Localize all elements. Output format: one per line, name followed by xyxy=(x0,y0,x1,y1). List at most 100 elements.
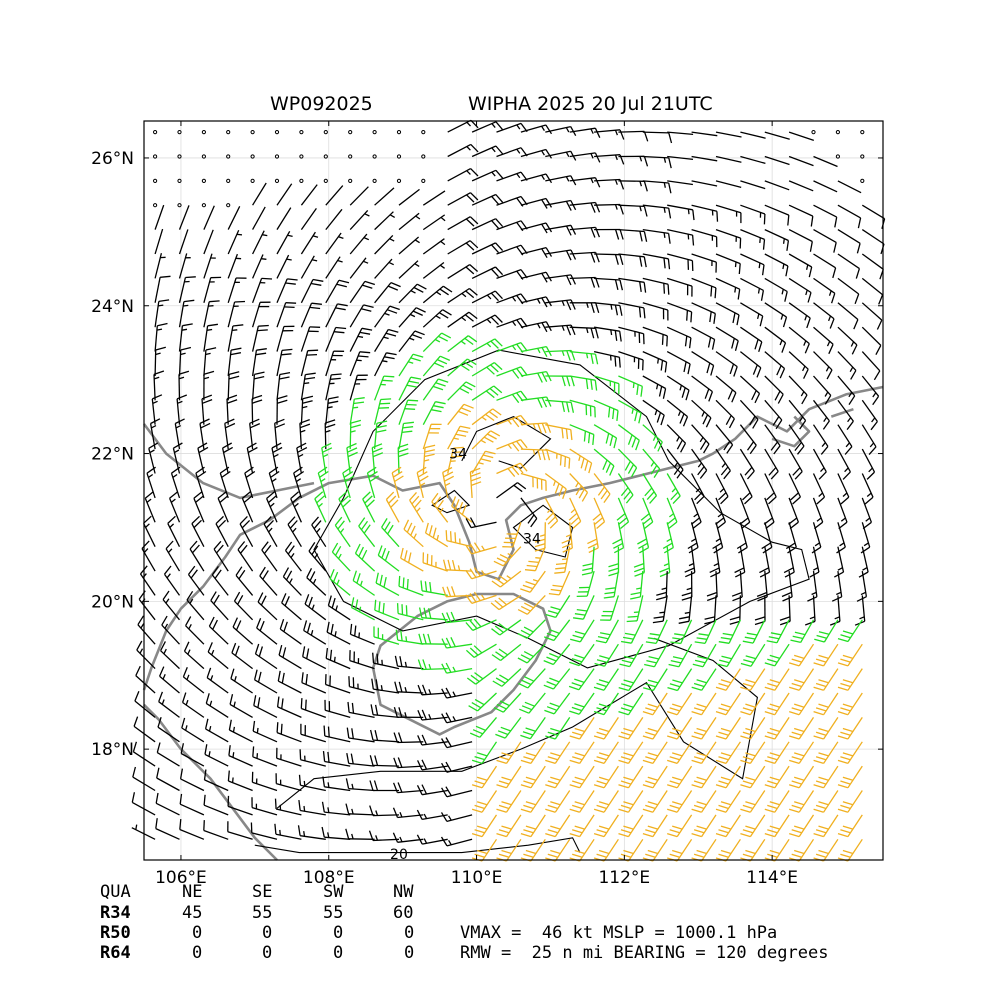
wind-barb-feather xyxy=(642,517,652,525)
wind-barb-feather xyxy=(842,776,854,781)
wind-barb-feather xyxy=(566,300,572,311)
wind-barb-feather xyxy=(380,398,392,401)
wind-barb-feather xyxy=(327,406,333,409)
wind-barb-feather xyxy=(782,596,793,602)
wind-barb-feather xyxy=(465,649,475,658)
wind-barb-feather xyxy=(561,375,566,387)
wind-barb-feather xyxy=(786,240,790,251)
wind-barb-staff xyxy=(837,204,861,219)
wind-barb-feather xyxy=(815,731,827,736)
wind-barb-feather xyxy=(520,390,528,400)
wind-barb-feather xyxy=(618,759,629,765)
wind-barb-feather xyxy=(713,313,716,324)
wind-barb-feather xyxy=(366,499,375,508)
wind-barb-feather xyxy=(679,413,685,424)
wind-barb-feather xyxy=(467,335,478,343)
wind-barb-feather xyxy=(571,682,582,687)
wind-barb-staff xyxy=(154,204,165,230)
wind-barb-feather xyxy=(520,366,528,376)
wind-barb-feather xyxy=(558,486,564,497)
wind-barb-feather xyxy=(815,804,827,810)
wind-barb-feather xyxy=(347,447,358,453)
wind-barb-feather xyxy=(816,517,822,522)
wind-barb-feather xyxy=(485,413,495,422)
wind-barb-feather xyxy=(605,587,616,590)
wind-barb-feather xyxy=(490,602,500,611)
wind-barb-feather xyxy=(578,455,581,461)
wind-barb-feather xyxy=(380,685,383,691)
calm-marker xyxy=(396,178,402,183)
wind-barb-feather xyxy=(200,422,211,429)
wind-barb-staff xyxy=(227,831,253,840)
wind-barb-feather xyxy=(754,339,759,350)
wind-barb-feather xyxy=(667,759,678,765)
wind-barb-feather xyxy=(169,491,179,499)
wind-barb-feather xyxy=(254,371,265,376)
wind-barb-feather xyxy=(545,759,556,765)
wind-barb-feather xyxy=(352,570,358,581)
wind-barb-feather xyxy=(285,302,297,304)
wind-barb-feather xyxy=(858,571,869,578)
wind-barb-feather xyxy=(321,442,332,449)
wind-barb-staff xyxy=(496,390,522,401)
wind-barb-feather xyxy=(616,410,619,421)
wind-barb-feather xyxy=(363,237,370,241)
wind-barb-feather xyxy=(492,408,502,416)
wind-barb-feather xyxy=(187,565,196,575)
wind-barb-feather xyxy=(549,652,560,659)
wind-barb-staff xyxy=(232,626,254,645)
wind-barb-feather xyxy=(707,337,712,348)
wind-barb-feather xyxy=(620,487,629,497)
wind-barb-feather xyxy=(211,649,215,656)
wind-barb-feather xyxy=(575,485,582,496)
wind-barb-feather xyxy=(493,362,503,371)
wind-barb-feather xyxy=(303,382,310,385)
wind-barb-staff xyxy=(823,692,839,716)
wind-barb-feather xyxy=(814,638,825,643)
wind-barb-feather xyxy=(239,544,248,554)
wind-barb-feather xyxy=(375,835,379,841)
calm-marker xyxy=(396,130,402,135)
wind-barb-feather xyxy=(214,569,222,579)
wind-barb-feather xyxy=(299,418,310,424)
wind-barb-feather xyxy=(492,680,503,687)
wind-barb-feather xyxy=(562,488,567,500)
wind-barb-feather xyxy=(645,780,656,785)
wind-barb-feather xyxy=(623,776,634,781)
wind-barb-feather xyxy=(131,792,136,803)
radii-value: 45 xyxy=(182,903,203,923)
wind-barb-feather xyxy=(399,836,403,843)
wind-barb-feather xyxy=(590,327,595,339)
wind-barb-feather xyxy=(693,853,705,858)
wind-barb-feather xyxy=(177,400,183,404)
wind-barb-feather xyxy=(511,296,517,302)
wind-barb-feather xyxy=(345,803,350,814)
wind-barb-feather xyxy=(718,756,729,761)
wind-barb-feather xyxy=(669,731,680,736)
wind-barb-staff xyxy=(813,155,838,168)
wind-barb-staff xyxy=(134,700,156,718)
wind-barb-feather xyxy=(523,804,534,810)
wind-barb-staff xyxy=(652,765,668,789)
wind-barb-feather xyxy=(620,804,632,810)
wind-barb-feather xyxy=(449,531,452,542)
wind-barb-feather xyxy=(652,435,657,441)
wind-barb-feather xyxy=(302,395,314,400)
wind-barb-feather xyxy=(677,410,682,417)
wind-barb-feather xyxy=(614,129,619,136)
wind-barb-feather xyxy=(285,282,296,285)
wind-barb-feather xyxy=(346,727,350,739)
wind-barb-feather xyxy=(175,418,185,425)
wind-barb-feather xyxy=(395,629,399,641)
wind-barb-feather xyxy=(716,211,719,222)
wind-barb-feather xyxy=(320,478,326,483)
wind-barb-feather xyxy=(794,679,805,684)
wind-barb-feather xyxy=(441,688,448,699)
wind-barb-feather xyxy=(706,362,711,374)
wind-barb-feather xyxy=(645,641,657,645)
wind-barb-feather xyxy=(450,586,456,597)
wind-barb-feather xyxy=(516,416,524,426)
wind-barb-feather xyxy=(555,567,566,570)
wind-barb-feather xyxy=(720,703,732,708)
wind-barb-feather xyxy=(594,353,599,365)
